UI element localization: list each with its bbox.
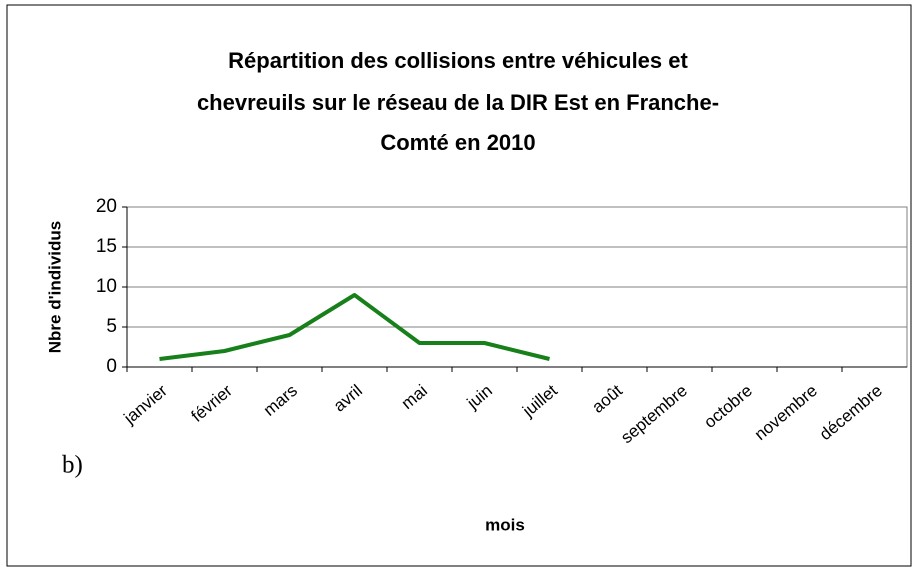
chart-title: chevreuils sur le réseau de la DIR Est e… <box>197 90 719 115</box>
chart-title: Répartition des collisions entre véhicul… <box>228 48 688 73</box>
y-tick-label: 15 <box>96 236 117 257</box>
y-axis-title: Nbre d'individus <box>45 221 64 354</box>
y-tick-label: 5 <box>106 316 117 337</box>
y-tick-label: 20 <box>96 196 117 217</box>
chart-title: Comté en 2010 <box>380 130 535 155</box>
x-axis-title: mois <box>485 515 525 534</box>
chart-border <box>6 4 912 567</box>
data-line <box>159 293 550 361</box>
annotation: b) <box>62 452 83 479</box>
y-tick-label: 0 <box>106 356 117 377</box>
y-tick-label: 10 <box>96 276 117 297</box>
